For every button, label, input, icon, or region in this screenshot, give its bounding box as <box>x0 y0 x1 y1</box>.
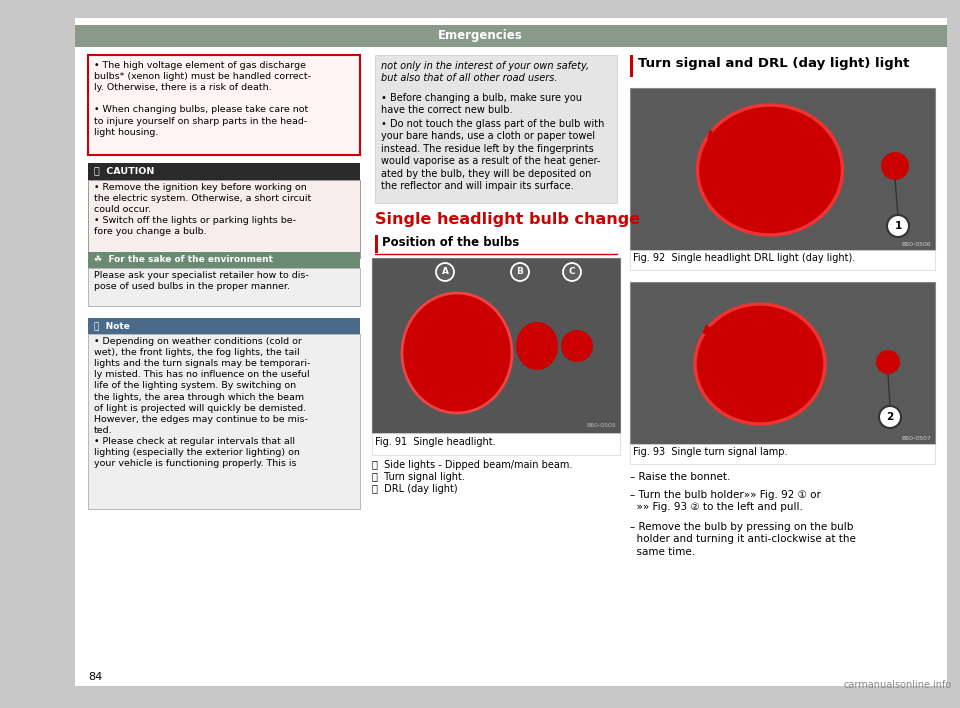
Bar <box>88 318 360 334</box>
Circle shape <box>879 406 901 428</box>
Text: Fig. 91  Single headlight.: Fig. 91 Single headlight. <box>375 437 495 447</box>
Bar <box>88 268 360 306</box>
Text: carmanualsonline.info: carmanualsonline.info <box>844 680 952 690</box>
Text: • Do not touch the glass part of the bulb with
your bare hands, use a cloth or p: • Do not touch the glass part of the bul… <box>381 119 605 191</box>
Circle shape <box>563 263 581 281</box>
Circle shape <box>887 215 909 237</box>
Text: – Raise the bonnet.: – Raise the bonnet. <box>630 472 731 482</box>
Bar <box>88 334 360 509</box>
Bar <box>630 55 633 77</box>
Text: Turn signal and DRL (day light) light: Turn signal and DRL (day light) light <box>638 57 909 70</box>
Text: • Remove the ignition key before working on
the electric system. Otherwise, a sh: • Remove the ignition key before working… <box>94 183 311 236</box>
Ellipse shape <box>695 304 825 424</box>
Text: 1: 1 <box>895 221 901 231</box>
Bar <box>88 55 360 155</box>
Text: – Turn the bulb holder»» Fig. 92 ① or
  »» Fig. 93 ② to the left and pull.: – Turn the bulb holder»» Fig. 92 ① or »»… <box>630 490 821 513</box>
Text: Ⓒ  DRL (day light): Ⓒ DRL (day light) <box>372 484 458 494</box>
Circle shape <box>876 350 900 374</box>
Bar <box>375 55 617 203</box>
Bar <box>630 250 935 270</box>
Text: B: B <box>516 268 523 277</box>
Text: • Depending on weather conditions (cold or
wet), the front lights, the fog light: • Depending on weather conditions (cold … <box>94 337 310 468</box>
Text: C: C <box>568 268 575 277</box>
Text: 2: 2 <box>886 412 894 422</box>
Text: Single headlight bulb change: Single headlight bulb change <box>375 212 640 227</box>
Text: ⓘ  CAUTION: ⓘ CAUTION <box>94 166 155 175</box>
Bar <box>630 282 935 444</box>
Text: • Before changing a bulb, make sure you
have the correct new bulb.: • Before changing a bulb, make sure you … <box>381 93 582 115</box>
Text: Fig. 93  Single turn signal lamp.: Fig. 93 Single turn signal lamp. <box>633 447 787 457</box>
Ellipse shape <box>516 322 558 370</box>
Text: Position of the bulbs: Position of the bulbs <box>382 236 519 249</box>
Text: Please ask your specialist retailer how to dis-
pose of used bulbs in the proper: Please ask your specialist retailer how … <box>94 271 309 291</box>
Text: ⓘ  Note: ⓘ Note <box>94 321 130 330</box>
Bar <box>88 252 360 268</box>
Bar <box>372 258 620 433</box>
Circle shape <box>511 263 529 281</box>
Circle shape <box>436 263 454 281</box>
Text: • The high voltage element of gas discharge
bulbs* (xenon light) must be handled: • The high voltage element of gas discha… <box>94 61 311 137</box>
Bar <box>630 444 935 464</box>
Text: Emergencies: Emergencies <box>438 30 522 42</box>
Text: B60-0506: B60-0506 <box>901 242 931 247</box>
Circle shape <box>561 330 593 362</box>
Ellipse shape <box>402 293 512 413</box>
Bar <box>88 180 360 258</box>
Bar <box>75 25 947 47</box>
Text: B60-0505: B60-0505 <box>587 423 616 428</box>
Text: A: A <box>442 268 448 277</box>
Text: 84: 84 <box>88 672 103 682</box>
Text: – Remove the bulb by pressing on the bulb
  holder and turning it anti-clockwise: – Remove the bulb by pressing on the bul… <box>630 522 856 556</box>
Text: Ⓐ  Side lights - Dipped beam/main beam.: Ⓐ Side lights - Dipped beam/main beam. <box>372 460 572 470</box>
Text: not only in the interest of your own safety,
but also that of all other road use: not only in the interest of your own saf… <box>381 61 589 84</box>
Text: ☘  For the sake of the environment: ☘ For the sake of the environment <box>94 255 273 264</box>
Ellipse shape <box>698 105 843 235</box>
Bar <box>375 235 378 253</box>
Text: Fig. 92  Single headlight DRL light (day light).: Fig. 92 Single headlight DRL light (day … <box>633 253 855 263</box>
Bar <box>630 88 935 250</box>
Bar <box>88 163 360 180</box>
Text: Ⓑ  Turn signal light.: Ⓑ Turn signal light. <box>372 472 465 482</box>
Circle shape <box>881 152 909 180</box>
Text: B60-0507: B60-0507 <box>901 436 931 441</box>
Bar <box>372 433 620 455</box>
